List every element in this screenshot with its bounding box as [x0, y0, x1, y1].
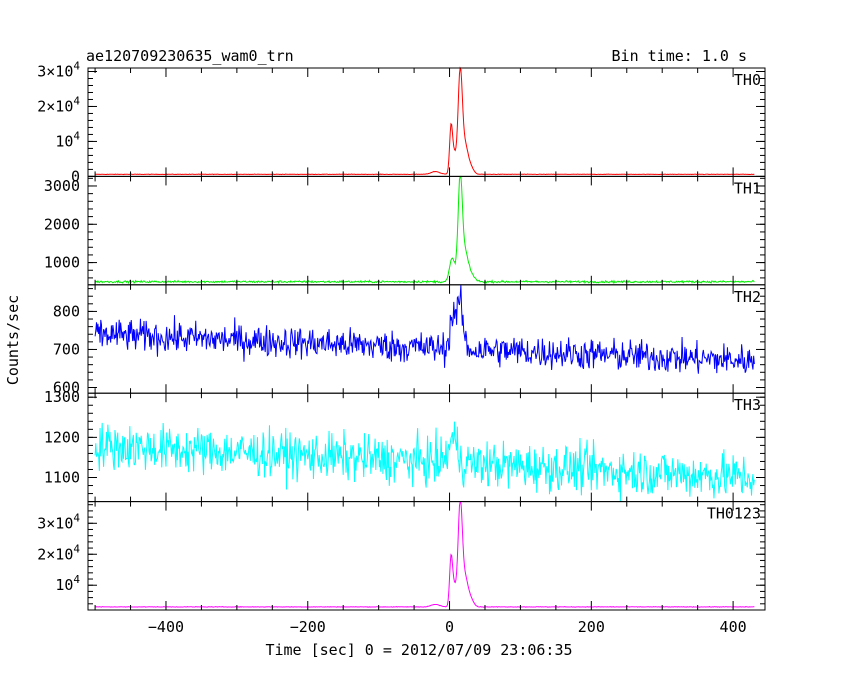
panel-label-th0123: TH0123 — [707, 505, 761, 523]
bin-time-label: Bin time: 1.0 s — [612, 47, 747, 65]
y-tick-label: 3000 — [44, 177, 80, 195]
x-axis-label: Time [sec] 0 = 2012/07/09 23:06:35 — [265, 641, 572, 659]
panel-label-th2: TH2 — [734, 288, 761, 306]
y-tick-label: 1100 — [44, 469, 80, 487]
series-line-th2 — [94, 284, 755, 374]
panel-frame-th0123 — [87, 501, 766, 611]
y-tick-label: 104 — [55, 573, 80, 594]
y-tick-label: 1000 — [44, 254, 80, 272]
x-tick-label: 200 — [578, 618, 605, 636]
y-tick-label: 1300 — [44, 388, 80, 406]
series-line-th0123 — [95, 501, 755, 608]
y-tick-label: 104 — [55, 129, 80, 150]
series-line-th1 — [94, 175, 755, 285]
y-tick-label: 800 — [53, 302, 80, 320]
y-tick-label: 0 — [71, 167, 80, 185]
y-tick-label: 2000 — [44, 215, 80, 233]
panel-label-th0: TH0 — [734, 71, 761, 89]
y-tick-label: 3×104 — [37, 511, 80, 532]
panel-frame-th1 — [87, 175, 766, 286]
y-tick-label: 600 — [53, 378, 80, 396]
x-tick-label: 400 — [720, 618, 747, 636]
y-tick-label: 1200 — [44, 428, 80, 446]
panel-label-th1: TH1 — [734, 179, 761, 197]
x-tick-label: 0 — [445, 618, 454, 636]
series-line-th0 — [95, 66, 755, 176]
y-axis-label: Counts/sec — [4, 295, 22, 385]
chart-title: ae120709230635_wam0_trn — [86, 47, 294, 65]
series-line-th3 — [94, 421, 755, 502]
y-tick-label: 3×104 — [37, 59, 80, 80]
panel-label-th3: TH3 — [734, 396, 761, 414]
x-tick-label: −400 — [148, 618, 184, 636]
y-tick-label: 700 — [53, 340, 80, 358]
y-tick-label: 2×104 — [37, 94, 80, 115]
y-tick-label: 2×104 — [37, 542, 80, 563]
panel-frame-th0 — [87, 67, 766, 177]
x-tick-label: −200 — [290, 618, 326, 636]
